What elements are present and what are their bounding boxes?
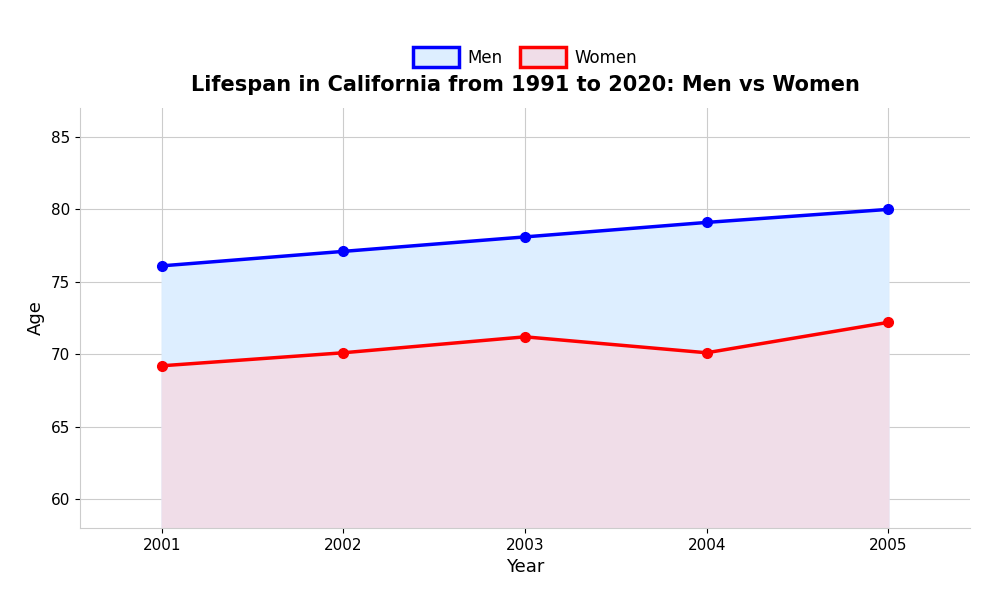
Legend: Men, Women: Men, Women	[406, 41, 644, 73]
X-axis label: Year: Year	[506, 558, 544, 576]
Y-axis label: Age: Age	[27, 301, 45, 335]
Title: Lifespan in California from 1991 to 2020: Men vs Women: Lifespan in California from 1991 to 2020…	[191, 76, 859, 95]
